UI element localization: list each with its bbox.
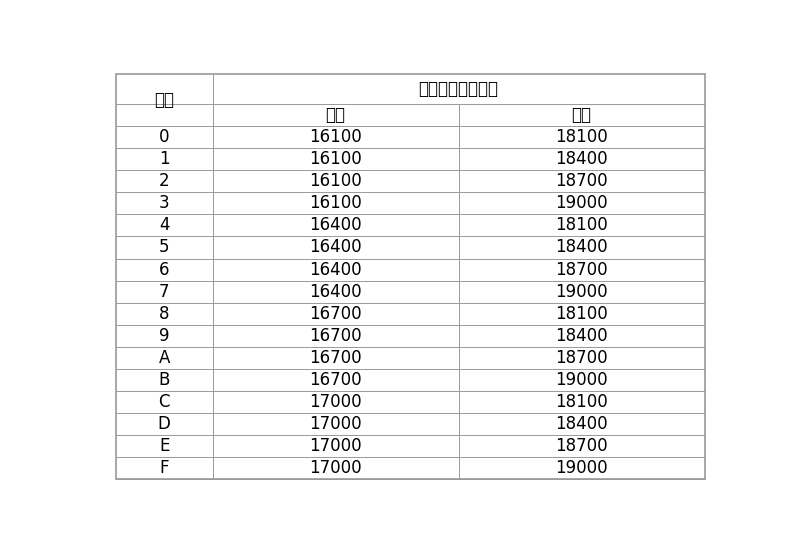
Text: 2: 2: [158, 172, 170, 190]
Text: 4: 4: [159, 216, 170, 235]
Text: 17000: 17000: [310, 459, 362, 477]
Text: 18700: 18700: [555, 260, 608, 278]
Text: 18700: 18700: [555, 437, 608, 455]
Text: B: B: [158, 371, 170, 389]
Text: 16400: 16400: [310, 238, 362, 256]
Text: 18100: 18100: [555, 216, 608, 235]
Text: 17000: 17000: [310, 393, 362, 411]
Text: 18700: 18700: [555, 349, 608, 367]
Text: 18100: 18100: [555, 393, 608, 411]
Text: 18400: 18400: [555, 150, 608, 168]
Text: 3: 3: [158, 195, 170, 212]
Text: 0: 0: [159, 128, 170, 146]
Text: 19000: 19000: [555, 283, 608, 301]
Text: 18700: 18700: [555, 172, 608, 190]
Text: 低频: 低频: [326, 106, 346, 124]
Text: 6: 6: [159, 260, 170, 278]
Text: 16100: 16100: [310, 195, 362, 212]
Text: 19000: 19000: [555, 459, 608, 477]
Text: 8: 8: [159, 305, 170, 323]
Text: 16100: 16100: [310, 172, 362, 190]
Text: 7: 7: [159, 283, 170, 301]
Text: 18100: 18100: [555, 128, 608, 146]
Text: C: C: [158, 393, 170, 411]
Text: 19000: 19000: [555, 371, 608, 389]
Text: 5: 5: [159, 238, 170, 256]
Text: 17000: 17000: [310, 437, 362, 455]
Text: 16400: 16400: [310, 216, 362, 235]
Text: A: A: [158, 349, 170, 367]
Text: 16100: 16100: [310, 150, 362, 168]
Text: 18400: 18400: [555, 238, 608, 256]
Text: 16700: 16700: [310, 371, 362, 389]
Text: F: F: [159, 459, 169, 477]
Text: 16100: 16100: [310, 128, 362, 146]
Text: 18100: 18100: [555, 305, 608, 323]
Text: 双音多频叠加信号: 双音多频叠加信号: [418, 80, 498, 98]
Text: D: D: [158, 415, 170, 433]
Text: E: E: [159, 437, 170, 455]
Text: 16700: 16700: [310, 349, 362, 367]
Text: 16700: 16700: [310, 327, 362, 345]
Text: 18400: 18400: [555, 327, 608, 345]
Text: 高频: 高频: [571, 106, 591, 124]
Text: 16400: 16400: [310, 260, 362, 278]
Text: 16700: 16700: [310, 305, 362, 323]
Text: 18400: 18400: [555, 415, 608, 433]
Text: 17000: 17000: [310, 415, 362, 433]
Text: 19000: 19000: [555, 195, 608, 212]
Text: 1: 1: [158, 150, 170, 168]
Text: 数併: 数併: [154, 91, 174, 109]
Text: 16400: 16400: [310, 283, 362, 301]
Text: 9: 9: [159, 327, 170, 345]
